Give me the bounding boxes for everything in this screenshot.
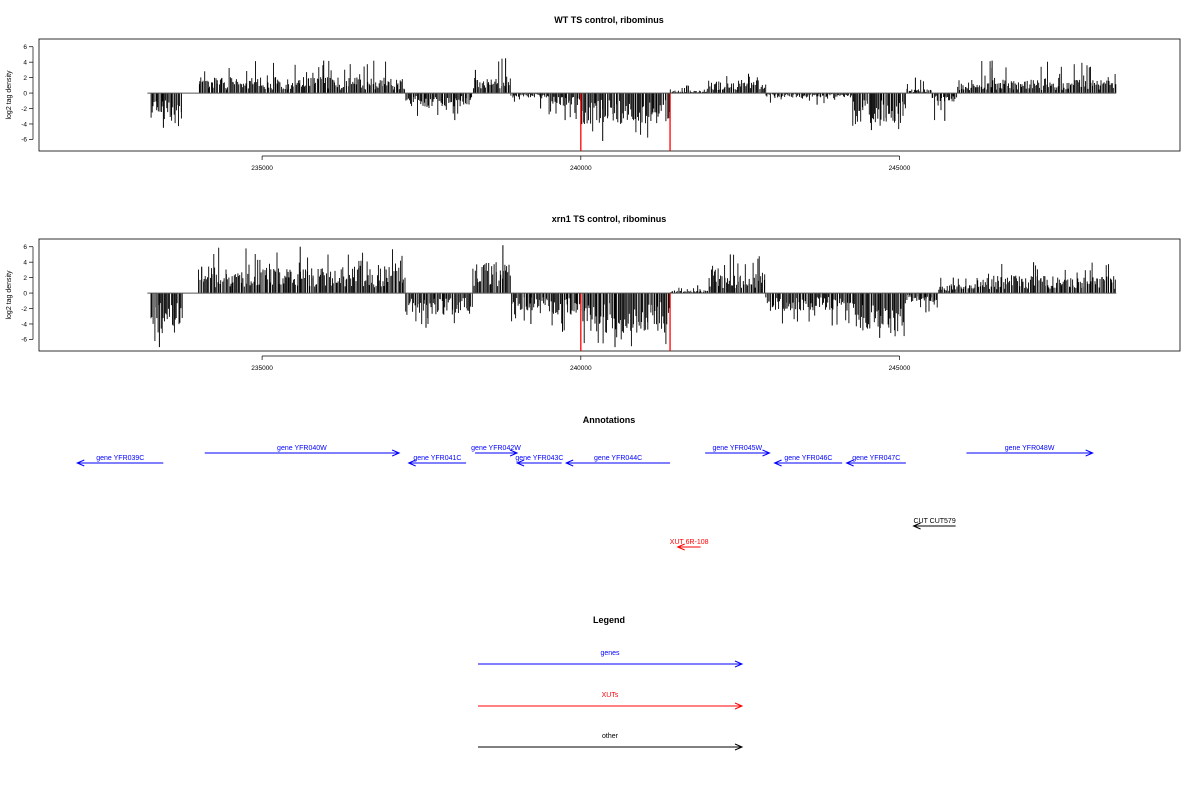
y-tick-label: 0	[23, 290, 27, 297]
xrn1-y-axis-label: log2 tag density	[6, 270, 13, 320]
annotation-gene-yfr041c: gene YFR041C	[407, 455, 467, 467]
annotation-label: gene YFR044C	[594, 455, 642, 462]
wt-y-axis-label: log2 tag density	[6, 70, 13, 120]
annotation-gene-yfr046c: gene YFR046C	[773, 455, 843, 467]
legend-title: Legend	[593, 615, 625, 625]
annotation-arrowhead	[912, 522, 921, 530]
x-tick-label: 240000	[570, 365, 592, 372]
wt-panel-title: WT TS control, ribominus	[554, 15, 664, 25]
annotation-arrowhead	[845, 459, 854, 467]
annotation-cut-cut579: CUT CUT579	[912, 518, 956, 530]
y-tick-label: -6	[21, 337, 27, 344]
y-tick-label: 4	[23, 259, 27, 266]
wt-y-axis: -6 -4 -2 0 2 4 6	[21, 44, 34, 144]
annotation-label: gene YFR045W	[712, 445, 762, 452]
legend-entry-xuts: XUTs	[478, 692, 744, 710]
annotation-label: gene YFR042W	[471, 445, 521, 452]
legend-arrowhead	[734, 660, 744, 668]
y-tick-label: -4	[21, 321, 27, 328]
annotation-arrowhead	[75, 459, 85, 467]
legend-label: XUTs	[602, 692, 619, 699]
legend: Legend genes XUTs other	[478, 615, 744, 751]
annotation-label: CUT CUT579	[913, 518, 955, 525]
annotation-arrowhead	[762, 449, 771, 457]
annotation-xut-6r-108: XUT 6R-108	[670, 539, 709, 551]
x-tick-label: 235000	[251, 365, 273, 372]
annotation-label: gene YFR043C	[515, 455, 563, 462]
y-tick-label: -6	[21, 137, 27, 144]
annotation-gene-yfr039c: gene YFR039C	[75, 455, 164, 467]
xrn1-plot-frame	[38, 238, 1181, 352]
x-tick-label: 235000	[251, 165, 273, 172]
annotation-arrowhead	[564, 459, 574, 467]
wt-red-markers	[580, 93, 671, 151]
y-tick-label: -2	[21, 106, 27, 113]
annotation-arrowhead	[773, 459, 782, 467]
legend-label: genes	[600, 650, 620, 657]
y-tick-label: -2	[21, 306, 27, 313]
annotation-gene-yfr048w: gene YFR048W	[966, 445, 1094, 457]
annotation-gene-yfr045w: gene YFR045W	[705, 445, 771, 457]
annotation-label: gene YFR048W	[1005, 445, 1055, 452]
x-tick-label: 240000	[570, 165, 592, 172]
annotation-arrowhead	[509, 449, 519, 457]
wt-plot-frame	[38, 38, 1181, 152]
annotation-arrowhead	[515, 459, 525, 467]
x-tick-label: 245000	[889, 365, 911, 372]
annotation-arrowhead	[407, 459, 416, 467]
annotation-arrowhead	[391, 449, 401, 457]
wt-x-axis: 235000 240000 245000	[251, 155, 911, 172]
annotation-gene-yfr044c: gene YFR044C	[564, 455, 671, 467]
xrn1-x-axis: 235000 240000 245000	[251, 355, 911, 372]
y-tick-label: 0	[23, 90, 27, 97]
annotation-gene-yfr047c: gene YFR047C	[845, 455, 906, 467]
legend-entry-genes: genes	[478, 650, 744, 668]
wt-signal-bars	[150, 58, 1117, 141]
y-tick-label: 2	[23, 75, 27, 82]
y-tick-label: 4	[23, 59, 27, 66]
annotation-label: gene YFR047C	[852, 455, 900, 462]
xrn1-signal-panel: xrn1 TS control, ribominus log2 tag dens…	[6, 214, 1181, 372]
annotation-gene-yfr042w: gene YFR042W	[471, 445, 521, 457]
annotation-features: gene YFR039C gene YFR040W gene YFR041C gene…	[75, 445, 1094, 551]
legend-entries: genes XUTs other	[478, 650, 744, 751]
annotations-title: Annotations	[583, 415, 636, 425]
y-tick-label: 6	[23, 244, 27, 251]
annotation-gene-yfr043c: gene YFR043C	[515, 455, 563, 467]
annotation-label: gene YFR041C	[413, 455, 461, 462]
legend-arrowhead	[734, 743, 744, 751]
y-tick-label: -4	[21, 121, 27, 128]
xrn1-y-axis: -6 -4 -2 0 2 4 6	[21, 244, 34, 344]
y-tick-label: 6	[23, 44, 27, 51]
xrn1-panel-title: xrn1 TS control, ribominus	[552, 214, 667, 224]
x-tick-label: 245000	[889, 165, 911, 172]
wt-signal-panel: WT TS control, ribominus log2 tag densit…	[6, 15, 1181, 172]
annotation-label: gene YFR039C	[96, 455, 144, 462]
annotation-label: gene YFR040W	[277, 445, 327, 452]
annotation-arrowhead	[676, 543, 685, 551]
legend-entry-other: other	[478, 733, 744, 751]
xrn1-signal-bars	[150, 245, 1116, 348]
annotation-arrowhead	[1085, 449, 1094, 457]
y-tick-label: 2	[23, 275, 27, 282]
annotation-label: XUT 6R-108	[670, 539, 709, 546]
annotation-gene-yfr040w: gene YFR040W	[204, 445, 401, 457]
xrn1-red-markers	[580, 293, 671, 351]
legend-arrowhead	[734, 702, 744, 710]
annotation-label: gene YFR046C	[784, 455, 832, 462]
legend-label: other	[602, 733, 619, 740]
